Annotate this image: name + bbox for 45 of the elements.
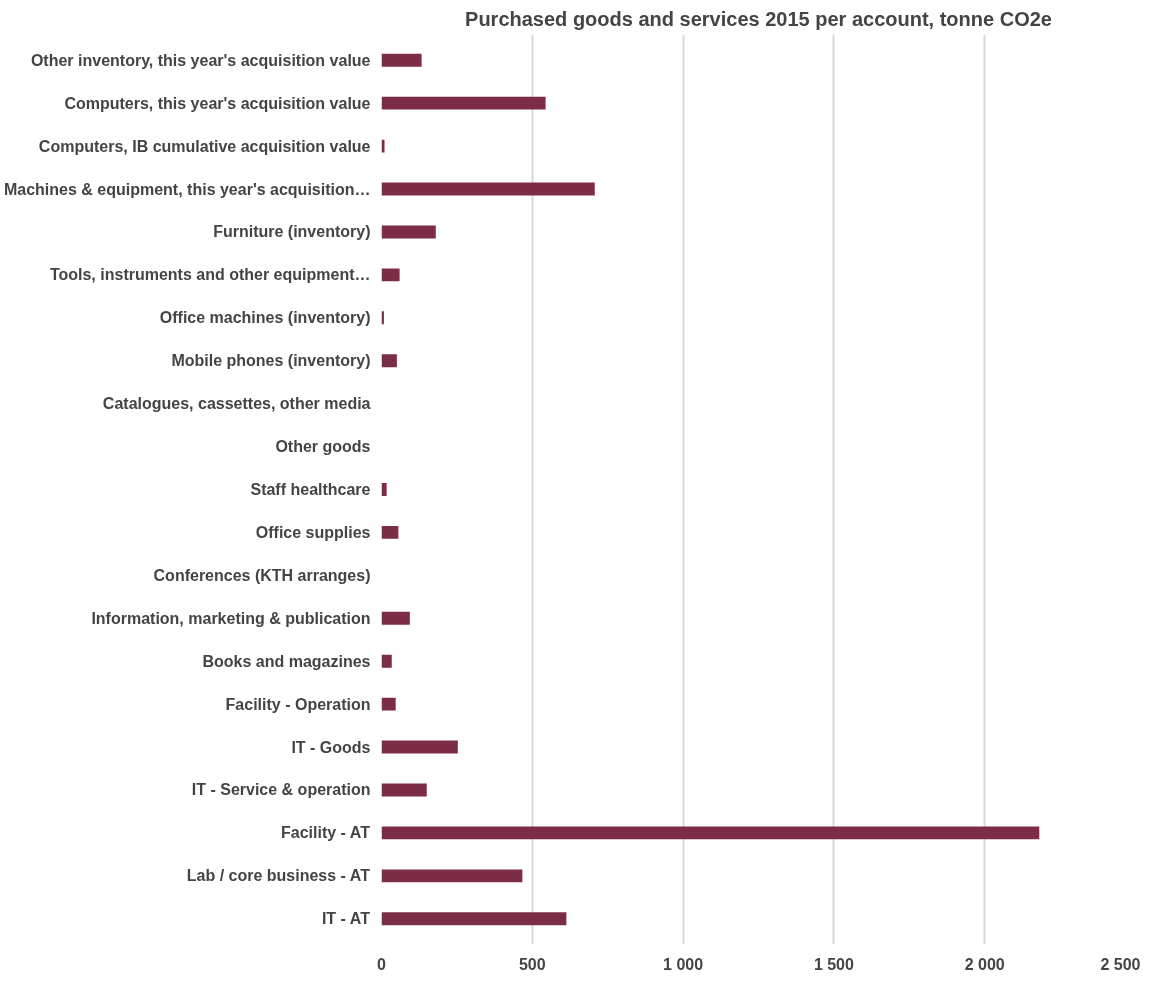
bar <box>381 483 387 496</box>
x-tick-label: 2 000 <box>964 955 1005 973</box>
y-tick-label: Other inventory, this year's acquisition value <box>30 51 371 69</box>
y-tick-label: Mobile phones (inventory) <box>171 352 371 370</box>
y-tick-label: Other goods <box>275 438 371 456</box>
y-tick-label: IT - Goods <box>291 738 371 756</box>
x-tick-label: 2 500 <box>1100 955 1141 973</box>
y-tick-label: IT - AT <box>321 910 371 928</box>
y-tick-label: Office supplies <box>255 523 371 541</box>
y-tick-label: IT - Service & operation <box>191 781 371 799</box>
y-tick-label: Office machines (inventory) <box>159 309 371 327</box>
bar <box>381 53 422 67</box>
bar <box>381 354 397 368</box>
bar <box>381 182 595 196</box>
y-tick-label: Tools, instruments and other equipment… <box>49 266 371 284</box>
bar <box>381 826 1040 840</box>
bar <box>381 225 436 239</box>
bar <box>381 139 385 153</box>
bar <box>381 525 399 539</box>
bar <box>381 268 400 282</box>
x-tick-label: 1 500 <box>813 955 855 973</box>
bar <box>381 697 396 711</box>
bar <box>381 96 546 110</box>
y-tick-label: Conferences (KTH arranges) <box>153 566 371 584</box>
bar <box>381 654 392 668</box>
bar <box>381 869 523 883</box>
bar <box>381 740 458 754</box>
y-tick-label: Facility - Operation <box>225 695 371 713</box>
y-tick-label: Facility - AT <box>281 824 371 842</box>
y-tick-label: Computers, this year's acquisition value <box>64 94 371 112</box>
bar <box>381 912 567 926</box>
bar <box>381 611 410 625</box>
bar <box>381 783 427 797</box>
y-tick-label: Furniture (inventory) <box>213 223 371 241</box>
y-tick-label: Computers, IB cumulative acquisition value <box>38 137 371 155</box>
y-tick-label: Lab / core business - AT <box>186 867 371 885</box>
chart-title: Purchased goods and services 2015 per account, tonne CO2e <box>465 7 1052 30</box>
x-tick-label: 500 <box>518 955 546 973</box>
x-tick-label: 0 <box>377 955 387 973</box>
y-tick-label: Information, marketing & publication <box>91 609 371 627</box>
y-tick-label: Machines & equipment, this year's acquisition… <box>3 180 371 198</box>
y-tick-label: Staff healthcare <box>250 481 371 498</box>
y-tick-label: Books and magazines <box>202 652 371 670</box>
y-tick-label: Catalogues, cassettes, other media <box>102 395 371 413</box>
x-tick-label: 1 000 <box>663 955 704 973</box>
